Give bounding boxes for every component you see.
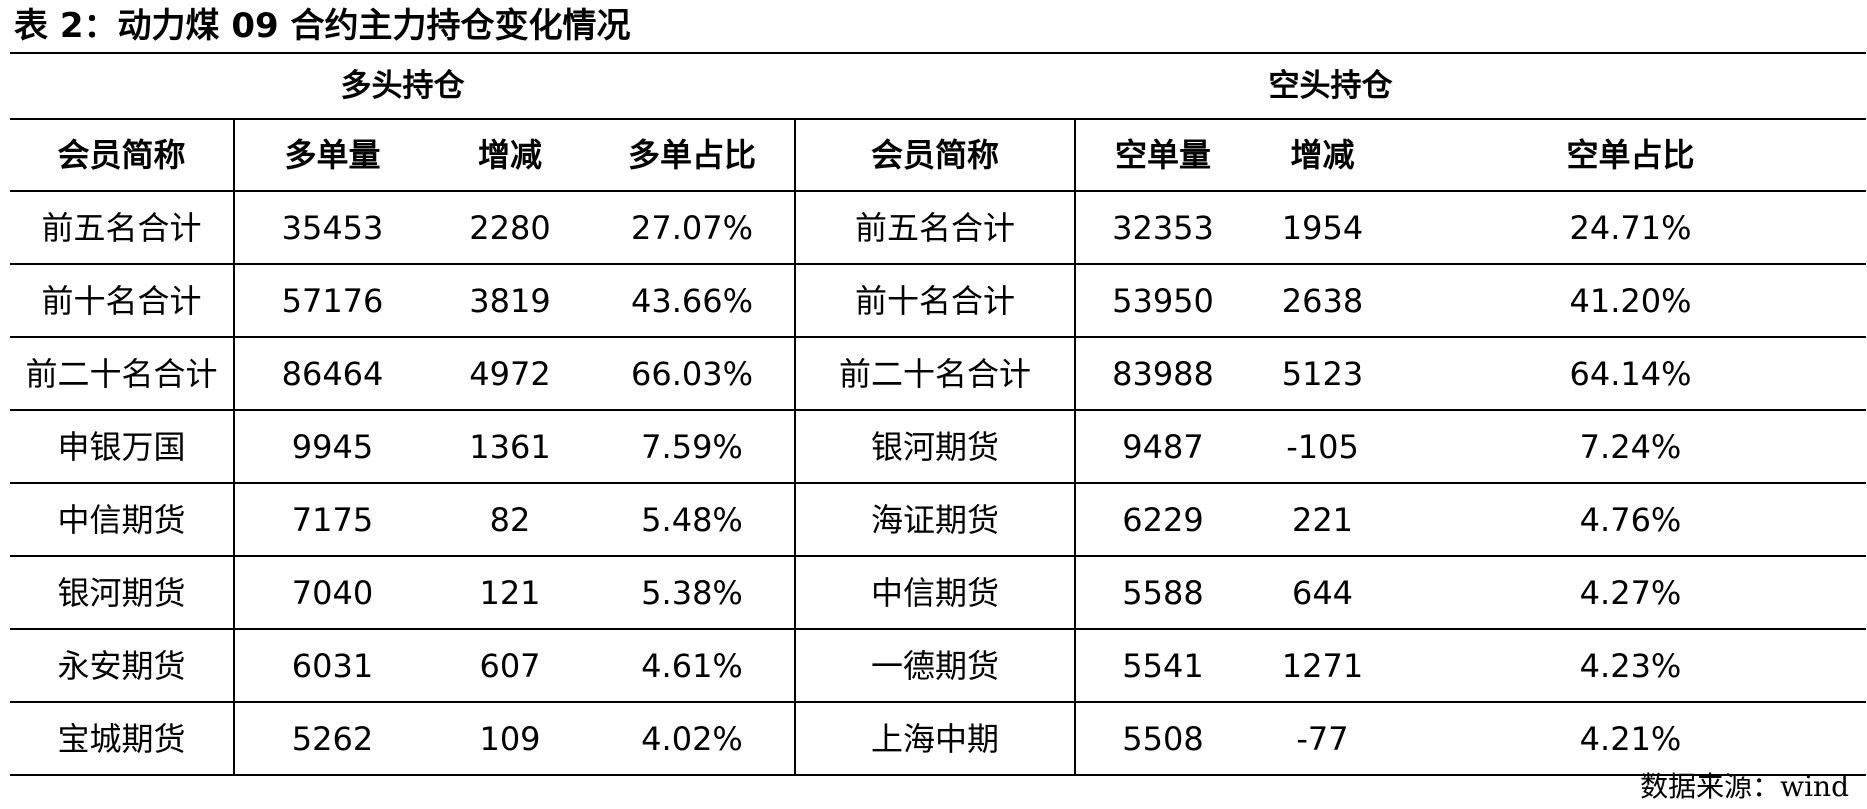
long-positions-header: 多头持仓: [10, 52, 795, 120]
long-change-cell: 4972: [430, 337, 590, 411]
short-change-cell: 1954: [1250, 191, 1395, 265]
column-header-row: 会员简称 多单量 增减 多单占比 会员简称 空单量 增减 空单占比: [10, 119, 1866, 192]
short-change-cell: 644: [1250, 556, 1395, 630]
short-member-cell: 银河期货: [795, 410, 1076, 484]
short-positions-header: 空头持仓: [795, 52, 1866, 120]
long-member-cell: 中信期货: [10, 483, 235, 557]
table-row: 前五名合计 35453 2280 27.07% 前五名合计 32353 1954 24.71%: [10, 191, 1866, 265]
short-share-cell: 4.21%: [1395, 702, 1866, 776]
short-member-cell: 前二十名合计: [795, 337, 1076, 411]
short-volume-cell: 9487: [1075, 410, 1250, 484]
short-volume-cell: 53950: [1075, 264, 1250, 338]
long-volume-cell: 57176: [234, 264, 430, 338]
table-title: 表 2：动力煤 09 合约主力持仓变化情况: [14, 6, 631, 46]
short-share-cell: 4.23%: [1395, 629, 1866, 703]
short-member-cell: 一德期货: [795, 629, 1076, 703]
long-share-cell: 4.02%: [590, 702, 796, 776]
long-share-cell: 66.03%: [590, 337, 796, 411]
short-share-cell: 41.20%: [1395, 264, 1866, 338]
col-header-long-member: 会员简称: [10, 119, 235, 192]
col-header-short-share: 空单占比: [1395, 119, 1866, 192]
table-row: 前十名合计 57176 3819 43.66% 前十名合计 53950 2638 41.20%: [10, 264, 1866, 338]
col-header-long-share: 多单占比: [590, 119, 796, 192]
short-change-cell: 221: [1250, 483, 1395, 557]
long-change-cell: 607: [430, 629, 590, 703]
short-member-cell: 前五名合计: [795, 191, 1076, 265]
long-share-cell: 27.07%: [590, 191, 796, 265]
long-member-cell: 前十名合计: [10, 264, 235, 338]
short-share-cell: 7.24%: [1395, 410, 1866, 484]
table-row: 前二十名合计 86464 4972 66.03% 前二十名合计 83988 5123 64.1…: [10, 337, 1866, 411]
col-header-short-change: 增减: [1250, 119, 1395, 192]
long-share-cell: 5.38%: [590, 556, 796, 630]
short-volume-cell: 5508: [1075, 702, 1250, 776]
col-header-short-volume: 空单量: [1075, 119, 1250, 192]
long-change-cell: 2280: [430, 191, 590, 265]
short-share-cell: 24.71%: [1395, 191, 1866, 265]
short-share-cell: 4.27%: [1395, 556, 1866, 630]
short-member-cell: 海证期货: [795, 483, 1076, 557]
long-member-cell: 银河期货: [10, 556, 235, 630]
long-share-cell: 43.66%: [590, 264, 796, 338]
short-member-cell: 前十名合计: [795, 264, 1076, 338]
short-volume-cell: 6229: [1075, 483, 1250, 557]
short-volume-cell: 83988: [1075, 337, 1250, 411]
long-member-cell: 宝城期货: [10, 702, 235, 776]
short-volume-cell: 5588: [1075, 556, 1250, 630]
long-change-cell: 3819: [430, 264, 590, 338]
long-share-cell: 4.61%: [590, 629, 796, 703]
table-row: 银河期货 7040 121 5.38% 中信期货 5588 644 4.27%: [10, 556, 1866, 630]
data-source-note: 数据来源：wind: [1640, 770, 1849, 803]
table-row: 宝城期货 5262 109 4.02% 上海中期 5508 -77 4.21%: [10, 702, 1866, 776]
long-share-cell: 7.59%: [590, 410, 796, 484]
short-change-cell: -105: [1250, 410, 1395, 484]
long-volume-cell: 5262: [234, 702, 430, 776]
short-member-cell: 中信期货: [795, 556, 1076, 630]
long-change-cell: 109: [430, 702, 590, 776]
long-member-cell: 永安期货: [10, 629, 235, 703]
short-change-cell: -77: [1250, 702, 1395, 776]
col-header-long-volume: 多单量: [234, 119, 430, 192]
long-change-cell: 1361: [430, 410, 590, 484]
short-share-cell: 64.14%: [1395, 337, 1866, 411]
long-volume-cell: 7175: [234, 483, 430, 557]
long-volume-cell: 7040: [234, 556, 430, 630]
table-row: 中信期货 7175 82 5.48% 海证期货 6229 221 4.76%: [10, 483, 1866, 557]
table-row: 申银万国 9945 1361 7.59% 银河期货 9487 -105 7.24%: [10, 410, 1866, 484]
short-change-cell: 2638: [1250, 264, 1395, 338]
short-member-cell: 上海中期: [795, 702, 1076, 776]
long-member-cell: 前五名合计: [10, 191, 235, 265]
short-volume-cell: 32353: [1075, 191, 1250, 265]
long-volume-cell: 35453: [234, 191, 430, 265]
col-header-long-change: 增减: [430, 119, 590, 192]
long-volume-cell: 6031: [234, 629, 430, 703]
short-volume-cell: 5541: [1075, 629, 1250, 703]
short-change-cell: 1271: [1250, 629, 1395, 703]
short-share-cell: 4.76%: [1395, 483, 1866, 557]
long-member-cell: 前二十名合计: [10, 337, 235, 411]
long-share-cell: 5.48%: [590, 483, 796, 557]
long-volume-cell: 86464: [234, 337, 430, 411]
col-header-short-member: 会员简称: [795, 119, 1076, 192]
long-change-cell: 82: [430, 483, 590, 557]
group-header-row: 多头持仓 空头持仓: [10, 52, 1866, 120]
long-change-cell: 121: [430, 556, 590, 630]
long-volume-cell: 9945: [234, 410, 430, 484]
holdings-table: 多头持仓 空头持仓 会员简称 多单量 增减 多单占比 会员简称 空单量 增减 空…: [10, 52, 1866, 776]
long-member-cell: 申银万国: [10, 410, 235, 484]
short-change-cell: 5123: [1250, 337, 1395, 411]
table-row: 永安期货 6031 607 4.61% 一德期货 5541 1271 4.23%: [10, 629, 1866, 703]
